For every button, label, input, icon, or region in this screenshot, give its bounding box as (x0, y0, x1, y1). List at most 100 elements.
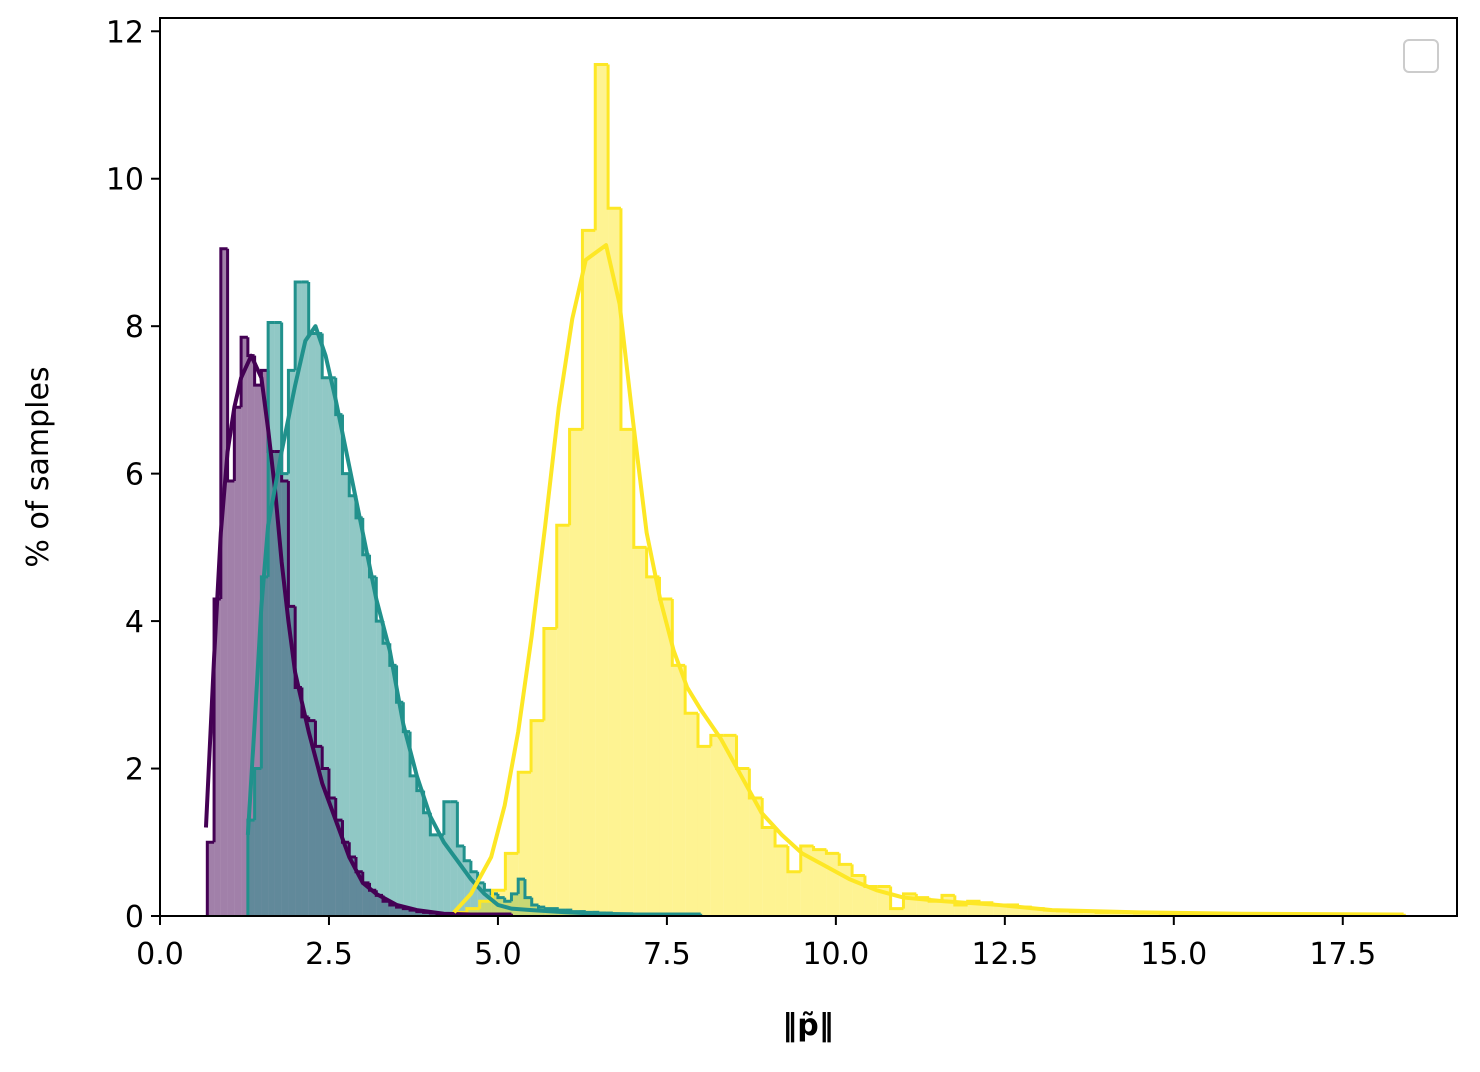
x-tick-label: 2.5 (305, 937, 353, 972)
histogram-bar (335, 414, 343, 916)
histogram-outline (580, 228, 596, 430)
histogram-outline (491, 888, 506, 902)
histogram-outline (557, 908, 566, 912)
histogram-bar (826, 853, 840, 916)
x-tick-label: 7.5 (643, 937, 691, 972)
histogram-outline (509, 892, 519, 902)
legend-box (1403, 39, 1439, 73)
histogram-bar (410, 775, 417, 916)
histogram-outline (619, 208, 634, 431)
histogram-bar (457, 845, 465, 916)
histogram-bar (356, 517, 363, 916)
histogram-bar (672, 665, 686, 916)
y-tick-label: 6 (125, 458, 144, 493)
histogram-outline (593, 62, 609, 231)
histogram-bar (685, 713, 698, 916)
y-tick-label: 4 (125, 605, 144, 640)
histogram-bar (710, 735, 724, 916)
histogram-outline (516, 770, 532, 854)
histogram-bar (864, 886, 878, 916)
histogram-outline (812, 845, 827, 852)
y-tick-label: 12 (106, 15, 144, 50)
histogram-bar (214, 598, 221, 916)
histogram-outline (516, 877, 525, 894)
histogram-bar (369, 576, 377, 916)
histogram-outline (469, 860, 478, 874)
histogram-outline (503, 897, 512, 903)
histogram-bar (1006, 904, 1020, 916)
histogram-bar (800, 845, 814, 916)
histogram-bar (556, 525, 570, 916)
histogram-bar (1121, 912, 1135, 916)
x-axis-label: ‖p̃‖ (782, 1008, 833, 1043)
histogram-bar (1096, 912, 1109, 916)
histogram-bar (342, 473, 350, 916)
histogram-bar (308, 333, 316, 917)
histogram-bar (646, 576, 660, 916)
histogram-bar (268, 322, 275, 916)
histogram-outline (226, 248, 235, 483)
histogram-outline (259, 575, 269, 769)
histogram-bar (787, 871, 801, 916)
histogram-bar (241, 337, 248, 916)
x-tick-label: 15.0 (1140, 937, 1207, 972)
histogram-bar (941, 895, 955, 916)
histogram-outline (735, 735, 750, 771)
histogram-outline (482, 882, 492, 892)
histogram-bar (349, 495, 357, 916)
histogram-outline (478, 899, 493, 909)
histogram-outline (266, 320, 275, 577)
histogram-bar (582, 230, 596, 917)
histogram-outline (529, 719, 544, 773)
histogram-bar (736, 768, 750, 916)
kde-line (452, 243, 1404, 917)
histogram-bar (315, 333, 323, 917)
histogram-bar (247, 820, 255, 916)
histogram-outline (293, 280, 302, 371)
plot-area (203, 62, 1406, 917)
histogram-bar (479, 901, 493, 916)
histogram-bar (430, 834, 438, 916)
histogram-outline (496, 893, 505, 900)
y-tick-label: 8 (125, 310, 144, 345)
histogram-bar (1019, 907, 1032, 916)
x-tick-label: 5.0 (474, 937, 522, 972)
histogram-outline (503, 851, 519, 891)
histogram-bar (1044, 910, 1058, 916)
histogram-bar (890, 908, 904, 916)
histogram-bar (1031, 908, 1045, 916)
histogram-bar (423, 812, 431, 916)
histogram-outline (773, 827, 788, 848)
histogram-bar (383, 643, 390, 916)
histogram-bar (1070, 911, 1084, 916)
histogram-outline (555, 523, 570, 629)
histogram-bar (389, 665, 397, 916)
histogram-outline (536, 904, 546, 909)
histogram-bar (954, 904, 968, 916)
histogram-outline (747, 768, 763, 800)
x-tick-label: 0.0 (136, 937, 184, 972)
histogram-bar (464, 860, 471, 916)
histogram-bar (466, 908, 480, 916)
histogram-outline (850, 864, 865, 877)
histogram-bar (929, 901, 942, 916)
histogram-outline (280, 322, 289, 476)
histogram-bar (396, 702, 404, 916)
histogram-bar (916, 897, 930, 916)
histogram-outline (542, 626, 557, 721)
histogram-bar (443, 801, 451, 916)
histogram-bar (659, 598, 673, 916)
histogram-outline (307, 716, 316, 723)
histogram-bar (1083, 911, 1097, 916)
kde-line (203, 353, 512, 917)
histogram-outline (320, 746, 329, 771)
y-tick-label: 10 (106, 163, 144, 198)
histogram-bar (295, 281, 302, 916)
histogram-bar (762, 827, 776, 916)
histogram-outline (632, 429, 647, 549)
histogram-bar (470, 871, 478, 916)
histogram-bar (416, 790, 424, 916)
histogram-bar (247, 355, 255, 916)
